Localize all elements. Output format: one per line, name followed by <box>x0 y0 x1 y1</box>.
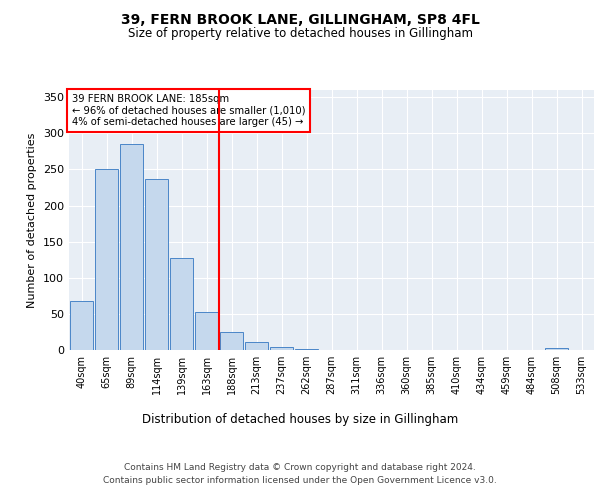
Text: Contains public sector information licensed under the Open Government Licence v3: Contains public sector information licen… <box>103 476 497 485</box>
Bar <box>270 347 293 350</box>
Bar <box>195 312 218 350</box>
Text: 39, FERN BROOK LANE, GILLINGHAM, SP8 4FL: 39, FERN BROOK LANE, GILLINGHAM, SP8 4FL <box>121 12 479 26</box>
Bar <box>70 301 93 350</box>
Bar <box>245 342 268 350</box>
Y-axis label: Number of detached properties: Number of detached properties <box>28 132 37 308</box>
Text: Contains HM Land Registry data © Crown copyright and database right 2024.: Contains HM Land Registry data © Crown c… <box>124 462 476 471</box>
Bar <box>145 179 168 350</box>
Bar <box>295 348 318 350</box>
Text: Distribution of detached houses by size in Gillingham: Distribution of detached houses by size … <box>142 412 458 426</box>
Bar <box>95 170 118 350</box>
Text: Size of property relative to detached houses in Gillingham: Size of property relative to detached ho… <box>128 28 473 40</box>
Text: 39 FERN BROOK LANE: 185sqm
← 96% of detached houses are smaller (1,010)
4% of se: 39 FERN BROOK LANE: 185sqm ← 96% of deta… <box>71 94 305 127</box>
Bar <box>220 332 243 350</box>
Bar <box>545 348 568 350</box>
Bar <box>120 144 143 350</box>
Bar <box>170 258 193 350</box>
